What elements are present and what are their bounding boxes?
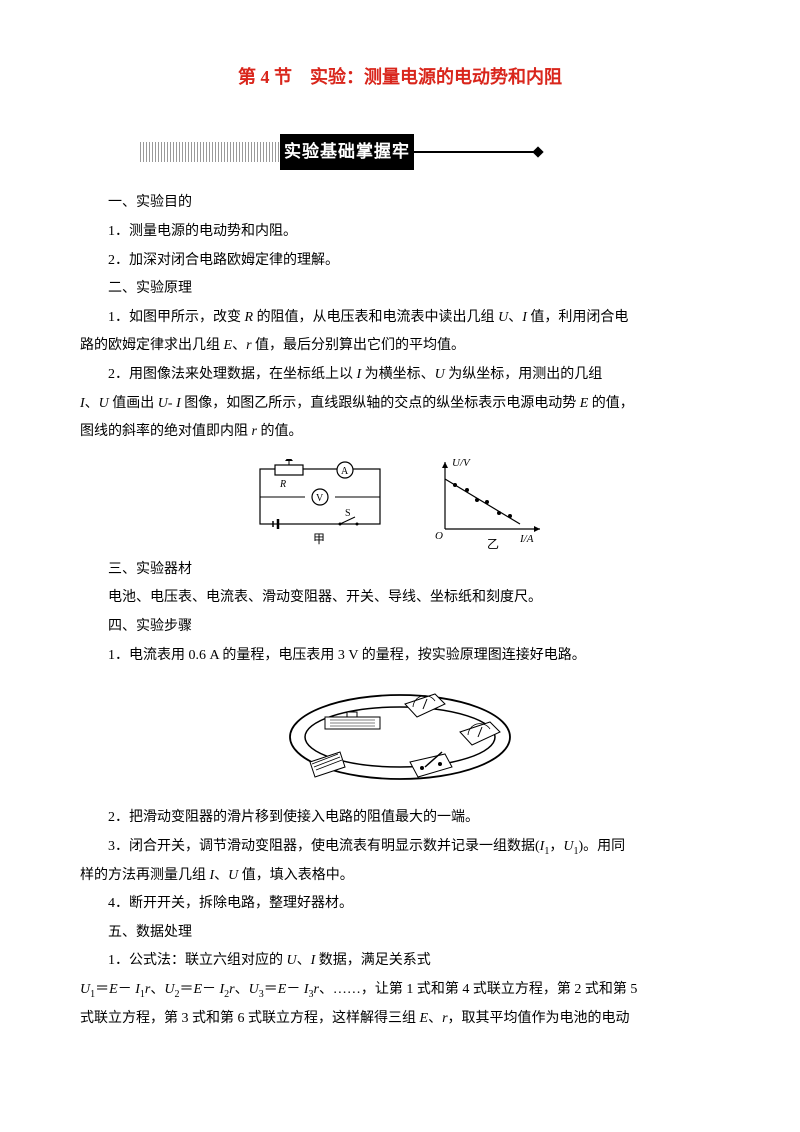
- s3-p1: 电池、电压表、电流表、滑动变阻器、开关、导线、坐标纸和刻度尺。: [80, 585, 720, 612]
- s5-heading: 五、数据处理: [80, 920, 720, 947]
- text: 、: [214, 868, 228, 883]
- text: 值画出: [109, 396, 158, 411]
- text: －: [118, 982, 136, 997]
- title-prefix: 第 4 节: [238, 67, 292, 87]
- text: 的值，: [588, 396, 634, 411]
- s2-p2-cont2: 图线的斜率的绝对值即内阻 r 的值。: [80, 419, 720, 446]
- text: 、: [232, 338, 246, 353]
- text: 3．闭合开关，调节滑动变阻器，使电流表有明显示数并记录一组数据(: [108, 839, 540, 854]
- var-U: U: [99, 396, 109, 411]
- label-V: V: [316, 493, 324, 504]
- label-UV: U/V: [452, 457, 471, 469]
- var-U: U: [287, 953, 297, 968]
- text: 2．用图像法来处理数据，在坐标纸上以: [108, 367, 357, 382]
- s3-heading: 三、实验器材: [80, 557, 720, 584]
- var-E: E: [224, 338, 233, 353]
- text: 、: [297, 953, 311, 968]
- text: 的值。: [257, 424, 303, 439]
- var-U: U: [498, 310, 508, 325]
- s1-p2: 2．加深对闭合电路欧姆定律的理解。: [80, 248, 720, 275]
- text: 为横坐标、: [361, 367, 435, 382]
- s2-heading: 二、实验原理: [80, 276, 720, 303]
- label-R: R: [279, 479, 286, 490]
- text: 图像，如图乙所示，直线跟纵轴的交点的纵坐标表示电源电动势: [181, 396, 580, 411]
- s4-p1: 1．电流表用 0.6 A 的量程，电压表用 3 V 的量程，按实验原理图连接好电…: [80, 643, 720, 670]
- s5-p1: 1．公式法：联立六组对应的 U、I 数据，满足关系式: [80, 948, 720, 975]
- var-U: U: [435, 367, 445, 382]
- page-title: 第 4 节 实验：测量电源的电动势和内阻: [80, 60, 720, 94]
- text: 的阻值，从电压表和电流表中读出几组: [253, 310, 498, 325]
- text: 值，最后分别算出它们的平均值。: [252, 338, 466, 353]
- section-banner: 实验基础掌握牢: [140, 134, 720, 170]
- text: 、……，让第 1 式和第 4 式联立方程，第 2 式和第 5: [319, 982, 638, 997]
- text: 式联立方程，第 3 式和第 6 式联立方程，这样解得三组: [80, 1011, 420, 1026]
- s4-p4: 4．断开开关，拆除电路，整理好器材。: [80, 891, 720, 918]
- text: 、: [428, 1011, 442, 1026]
- s1-heading: 一、实验目的: [80, 190, 720, 217]
- banner-trail-decoration: [414, 151, 534, 153]
- text: 数据，满足关系式: [315, 953, 431, 968]
- var-UI: U- I: [158, 396, 181, 411]
- text: 路的欧姆定律求出几组: [80, 338, 224, 353]
- text: －: [286, 982, 304, 997]
- s5-p2: U1＝E－ I1r、U2＝E－ I2r、U3＝E－ I3r、……，让第 1 式和…: [80, 977, 720, 1004]
- text: ＝: [264, 982, 278, 997]
- text: 值，利用闭合电: [527, 310, 629, 325]
- text: ，取其平均值作为电池的电动: [448, 1011, 630, 1026]
- graph-icon: U/V I/A O 乙: [425, 454, 555, 549]
- banner-lines-decoration: [140, 142, 280, 162]
- s1-p1: 1．测量电源的电动势和内阻。: [80, 219, 720, 246]
- text: 为纵坐标，用测出的几组: [445, 367, 603, 382]
- s2-p2: 2．用图像法来处理数据，在坐标纸上以 I 为横坐标、U 为纵坐标，用测出的几组: [80, 362, 720, 389]
- text: 、: [235, 982, 249, 997]
- s4-heading: 四、实验步骤: [80, 614, 720, 641]
- var-U: U: [228, 868, 238, 883]
- var-U3: U: [249, 982, 259, 997]
- text: 样的方法再测量几组: [80, 868, 210, 883]
- text: ＝: [179, 982, 193, 997]
- s4-p2: 2．把滑动变阻器的滑片移到使接入电路的阻值最大的一端。: [80, 805, 720, 832]
- text: 、: [508, 310, 522, 325]
- label-O: O: [435, 530, 443, 542]
- text: －: [202, 982, 220, 997]
- label-jia: 甲: [313, 532, 325, 546]
- text: 、: [85, 396, 99, 411]
- var-E: E: [109, 982, 118, 997]
- text: 值，填入表格中。: [238, 868, 354, 883]
- s4-p3-cont: 样的方法再测量几组 I、U 值，填入表格中。: [80, 863, 720, 890]
- s2-p2-cont1: I、U 值画出 U- I 图像，如图乙所示，直线跟纵轴的交点的纵坐标表示电源电动…: [80, 391, 720, 418]
- label-IA: I/A: [519, 533, 534, 545]
- text: ＝: [95, 982, 109, 997]
- label-S: S: [345, 508, 351, 519]
- circuit-diagram-icon: R A V S 甲: [245, 459, 395, 549]
- var-E: E: [420, 1011, 429, 1026]
- s5-p2-cont: 式联立方程，第 3 式和第 6 式联立方程，这样解得三组 E、r，取其平均值作为…: [80, 1006, 720, 1033]
- title-spacer: [292, 67, 310, 87]
- text: 图线的斜率的绝对值即内阻: [80, 424, 252, 439]
- var-E: E: [193, 982, 202, 997]
- var-U1: U: [563, 839, 573, 854]
- var-R: R: [245, 310, 254, 325]
- banner-text: 实验基础掌握牢: [280, 134, 414, 170]
- var-U2: U: [164, 982, 174, 997]
- var-E: E: [580, 396, 589, 411]
- figure-circuit-and-graph: R A V S 甲 U/V I/A O 乙: [80, 454, 720, 549]
- label-yi: 乙: [487, 537, 499, 549]
- text: )。用同: [578, 839, 625, 854]
- var-U1: U: [80, 982, 90, 997]
- text: 1．公式法：联立六组对应的: [108, 953, 287, 968]
- apparatus-diagram-icon: [275, 677, 525, 797]
- text: 1．如图甲所示，改变: [108, 310, 245, 325]
- text: ，: [549, 839, 563, 854]
- figure-apparatus: [80, 677, 720, 797]
- s2-p1-cont: 路的欧姆定律求出几组 E、r 值，最后分别算出它们的平均值。: [80, 333, 720, 360]
- title-text: 实验：测量电源的电动势和内阻: [310, 67, 562, 87]
- s2-p1: 1．如图甲所示，改变 R 的阻值，从电压表和电流表中读出几组 U、I 值，利用闭…: [80, 305, 720, 332]
- s4-p3: 3．闭合开关，调节滑动变阻器，使电流表有明显示数并记录一组数据(I1，U1)。用…: [80, 834, 720, 861]
- label-A: A: [341, 466, 349, 477]
- text: 、: [150, 982, 164, 997]
